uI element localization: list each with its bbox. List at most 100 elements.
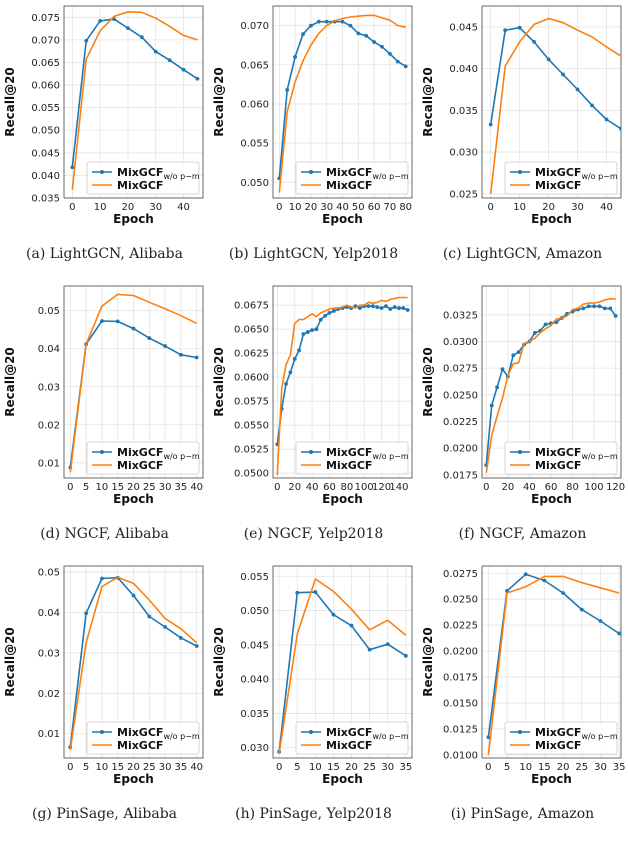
data-point — [546, 57, 551, 62]
data-point — [387, 51, 392, 56]
chart-svg: 0.0500 0.0525 0.0550 0.0575 0.0600 0.0625 0.06… — [212, 285, 413, 506]
x-tick-label: 15 — [538, 762, 551, 773]
x-axis-label: Epoch — [531, 212, 572, 226]
chart-svg: 0.0175 0.0200 0.0225 0.0250 0.0275 0.0300 0.03… — [421, 285, 625, 506]
x-tick-label: 15 — [111, 482, 124, 493]
data-point — [503, 28, 508, 33]
y-tick-label: 0.050 — [240, 606, 269, 617]
data-point — [543, 322, 548, 327]
x-tick-label: 40 — [600, 202, 613, 213]
x-tick-label: 60 — [545, 482, 558, 493]
x-tick-label: 0 — [488, 202, 494, 213]
legend-marker — [309, 170, 313, 174]
data-point — [131, 326, 136, 331]
series-line-ablation — [487, 573, 620, 738]
x-tick-label: 30 — [571, 202, 584, 213]
data-point — [371, 304, 375, 309]
data-point — [380, 44, 384, 49]
data-point — [366, 304, 371, 309]
x-axis-label: Epoch — [322, 772, 363, 786]
x-axis-label: Epoch — [322, 492, 363, 506]
data-point — [153, 49, 158, 54]
y-tick-label: 0.01 — [38, 458, 60, 469]
data-point — [100, 319, 104, 323]
data-point — [597, 304, 602, 309]
data-point — [356, 31, 361, 36]
chart-svg: 0.025 0.030 0.035 0.040 0.045 0 10 20 30 40 Epoch R… — [421, 5, 622, 226]
y-tick-label: 0.0225 — [443, 621, 478, 632]
chart-caption: (h) PinSage, Yelp2018 — [235, 806, 392, 822]
data-point — [486, 735, 491, 740]
y-tick-label: 0.0175 — [443, 470, 478, 481]
data-point — [532, 331, 537, 335]
chart-svg: 0.030 0.035 0.040 0.045 0.050 0.055 0 5 10 15 20 25… — [212, 565, 413, 786]
y-tick-label: 0.035 — [31, 194, 60, 205]
data-point — [295, 590, 300, 595]
data-point — [167, 58, 172, 63]
y-tick-label: 0.0225 — [443, 417, 478, 428]
data-point — [364, 33, 369, 38]
y-tick-label: 0.065 — [240, 60, 269, 71]
data-point — [309, 23, 313, 28]
x-tick-label: 10 — [96, 762, 109, 773]
data-point — [100, 576, 104, 581]
data-point — [139, 35, 144, 40]
x-tick-label: 100 — [355, 482, 374, 493]
x-tick-label: 30 — [159, 762, 172, 773]
x-tick-label: 60 — [368, 202, 381, 213]
chart-caption: (c) LightGCN, Amazon — [442, 246, 603, 262]
y-axis-label: Recall@20 — [421, 67, 435, 137]
legend-label: MixGCF — [326, 739, 372, 752]
plot-frame — [63, 5, 204, 199]
series-line-ablation — [278, 591, 407, 752]
data-point — [178, 352, 183, 357]
data-point — [397, 306, 401, 310]
legend-label: MixGCF — [117, 459, 163, 472]
data-point — [388, 307, 393, 311]
series-line-full — [69, 576, 198, 751]
x-tick-label: 0 — [69, 202, 75, 213]
x-axis-label: Epoch — [113, 772, 154, 786]
data-point — [195, 76, 200, 81]
series-line-full — [71, 11, 198, 190]
x-tick-label: 20 — [127, 482, 140, 493]
data-point — [586, 304, 591, 309]
y-tick-label: 0.04 — [38, 344, 60, 355]
x-axis-label: Epoch — [322, 212, 363, 226]
y-tick-label: 0.040 — [31, 171, 60, 182]
x-tick-label: 80 — [340, 482, 353, 493]
x-tick-label: 15 — [327, 762, 340, 773]
data-point — [375, 305, 380, 310]
y-tick-label: 0.02 — [38, 689, 60, 700]
y-tick-label: 0.045 — [449, 22, 478, 33]
data-point — [331, 612, 336, 617]
y-tick-label: 0.055 — [240, 572, 269, 583]
x-axis-label: Epoch — [531, 772, 572, 786]
y-tick-label: 0.05 — [38, 306, 60, 317]
y-tick-label: 0.0300 — [443, 337, 478, 348]
data-point — [297, 348, 301, 353]
x-tick-label: 20 — [501, 482, 514, 493]
data-point — [395, 59, 400, 64]
x-tick-label: 0 — [485, 762, 491, 773]
legend-label: MixGCF — [535, 739, 581, 752]
data-point — [324, 19, 329, 24]
legend-box — [295, 441, 409, 475]
data-point — [301, 32, 305, 37]
data-point — [511, 353, 516, 358]
series-line-full — [276, 296, 408, 476]
x-tick-label: 80 — [566, 482, 579, 493]
y-tick-label: 0.0625 — [234, 349, 269, 360]
chart-caption: (b) LightGCN, Yelp2018 — [228, 246, 399, 262]
x-tick-label: 5 — [504, 762, 510, 773]
y-tick-label: 0.040 — [449, 64, 478, 75]
series-line-full — [485, 297, 616, 473]
y-tick-label: 0.045 — [31, 148, 60, 159]
data-point — [349, 623, 354, 628]
legend-box — [86, 441, 200, 475]
x-tick-label: 5 — [83, 482, 89, 493]
chart-caption: (d) NGCF, Alibaba — [40, 526, 169, 542]
y-tick-label: 0.070 — [240, 21, 269, 32]
chart-svg: 0.01 0.02 0.03 0.04 0.05 0 5 10 15 20 25 30 35 40 Epoc… — [3, 285, 204, 506]
plot-frame — [63, 565, 204, 759]
